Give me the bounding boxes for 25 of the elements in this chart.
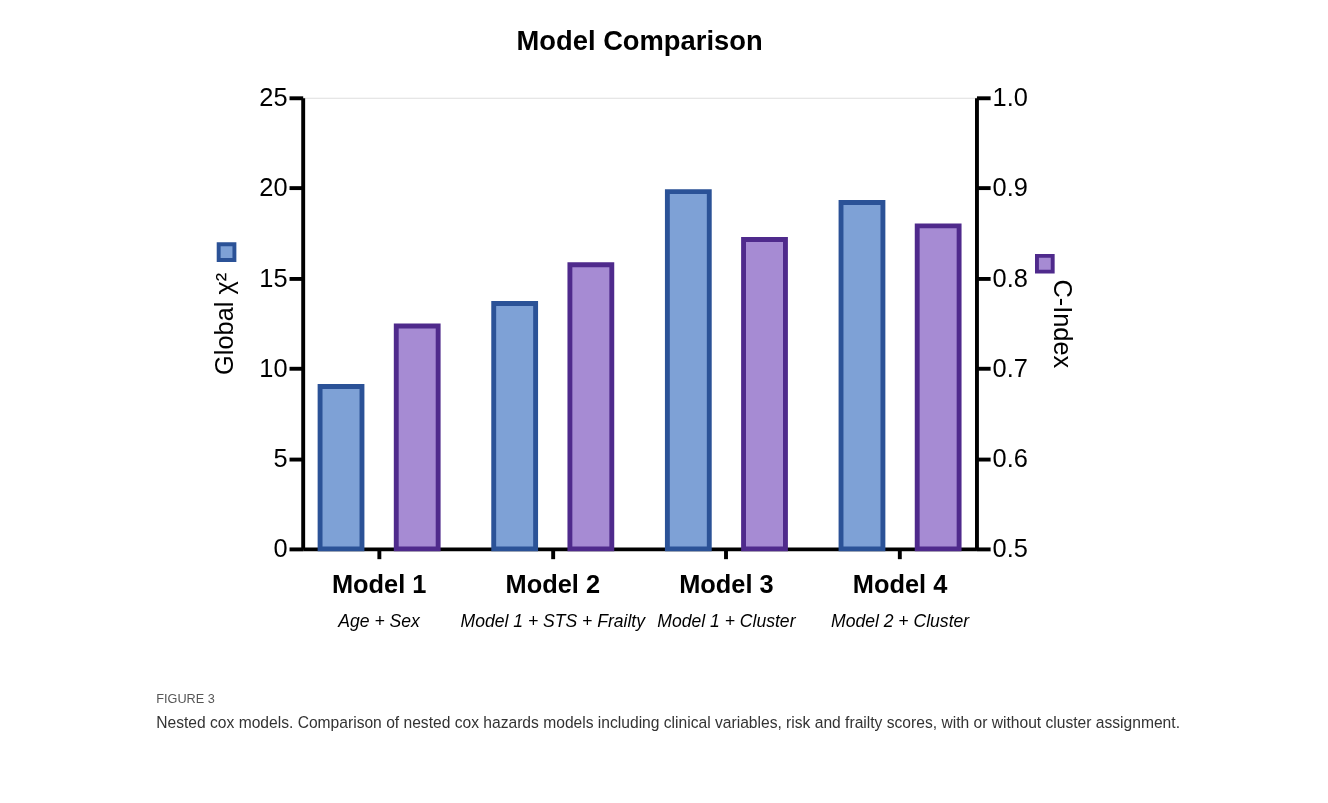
y2-tick-label: 0.7 xyxy=(992,353,1028,382)
legend-label: C-Index xyxy=(1049,279,1078,369)
text: Model 1 + Cluster xyxy=(657,611,797,632)
y2-tick-label: 1.0 xyxy=(992,83,1028,112)
legend-label: Global χ² xyxy=(209,272,238,375)
x-tick-label: Model 2 xyxy=(505,570,600,599)
y-tick-label: 20 xyxy=(259,173,288,202)
caption: FIGURE 3 xyxy=(156,692,215,707)
y-tick-label: 10 xyxy=(259,353,288,382)
y-tick-label: 25 xyxy=(259,83,288,112)
x-tick-label: Model 1 xyxy=(331,570,427,599)
x-tick-label: Model 3 xyxy=(679,570,774,599)
text: Model 1 + STS + Frailty xyxy=(460,611,647,632)
text: Model 2 + Cluster xyxy=(831,611,971,632)
chart-title: Model Comparison xyxy=(516,24,763,56)
y-tick-label: 0 xyxy=(273,534,288,563)
x-tick-label: Model 4 xyxy=(852,570,948,599)
y2-tick-label: 0.8 xyxy=(992,263,1028,292)
y2-tick-label: 0.6 xyxy=(992,443,1028,472)
text: Age + Sex xyxy=(337,611,422,632)
text: Nested cox models. Comparison of nested cox hazards models including clinical variables, risk and frailty scores, with or without cluster assignment. xyxy=(156,713,1180,731)
y2-tick-label: 0.9 xyxy=(992,173,1028,202)
y2-tick-label: 0.5 xyxy=(992,534,1028,563)
y-tick-label: 15 xyxy=(259,263,288,292)
y-tick-label: 5 xyxy=(273,443,288,472)
